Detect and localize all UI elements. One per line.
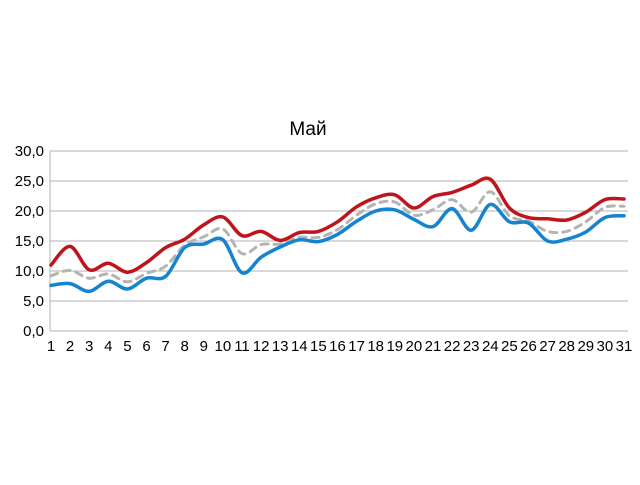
axes bbox=[49, 151, 628, 332]
x-tick-label: 4 bbox=[104, 338, 112, 355]
x-tick-label: 22 bbox=[444, 338, 461, 355]
chart-title: Май bbox=[289, 119, 326, 140]
x-tick-label: 19 bbox=[386, 338, 403, 355]
x-tick-label: 15 bbox=[310, 338, 327, 355]
x-tick-label: 2 bbox=[66, 338, 74, 355]
x-tick-label: 10 bbox=[215, 338, 232, 355]
x-tick-label: 14 bbox=[291, 338, 308, 355]
x-tick-label: 23 bbox=[463, 338, 480, 355]
x-tick-label: 31 bbox=[616, 338, 633, 355]
y-tick-label: 30,0 bbox=[15, 143, 44, 160]
x-tick-label: 24 bbox=[482, 338, 499, 355]
y-tick-label: 5,0 bbox=[23, 293, 44, 310]
x-tick-label: 9 bbox=[200, 338, 208, 355]
x-tick-label: 21 bbox=[425, 338, 442, 355]
x-tick-label: 8 bbox=[181, 338, 189, 355]
x-tick-label: 13 bbox=[272, 338, 289, 355]
y-tick-label: 15,0 bbox=[15, 233, 44, 250]
x-tick-label: 16 bbox=[329, 338, 346, 355]
x-tick-label: 30 bbox=[597, 338, 614, 355]
y-tick-label: 20,0 bbox=[15, 203, 44, 220]
y-tick-label: 0,0 bbox=[23, 323, 44, 340]
x-tick-label: 3 bbox=[85, 338, 93, 355]
series-lines bbox=[49, 176, 626, 294]
x-tick-label: 25 bbox=[501, 338, 518, 355]
x-tick-label: 5 bbox=[123, 338, 131, 355]
series-line-0 bbox=[49, 176, 626, 274]
x-tick-label: 12 bbox=[253, 338, 270, 355]
tick-labels: 0,05,010,015,020,025,030,01 2 3 4 5 6 7 8 9 10 11 1… bbox=[15, 143, 633, 355]
y-tick-label: 10,0 bbox=[15, 263, 44, 280]
x-tick-label: 1 bbox=[47, 338, 55, 355]
x-tick-label: 17 bbox=[348, 338, 365, 355]
x-tick-label: 20 bbox=[406, 338, 423, 355]
x-tick-label: 26 bbox=[520, 338, 537, 355]
x-tick-label: 6 bbox=[142, 338, 150, 355]
x-tick-label: 18 bbox=[367, 338, 384, 355]
y-tick-label: 25,0 bbox=[15, 173, 44, 190]
series-line-2 bbox=[49, 202, 626, 294]
x-tick-label: 7 bbox=[161, 338, 169, 355]
x-tick-label: 11 bbox=[234, 338, 250, 355]
x-tick-label: 29 bbox=[577, 338, 594, 355]
x-tick-label: 28 bbox=[558, 338, 575, 355]
x-tick-label: 27 bbox=[539, 338, 556, 355]
grid bbox=[50, 150, 628, 302]
